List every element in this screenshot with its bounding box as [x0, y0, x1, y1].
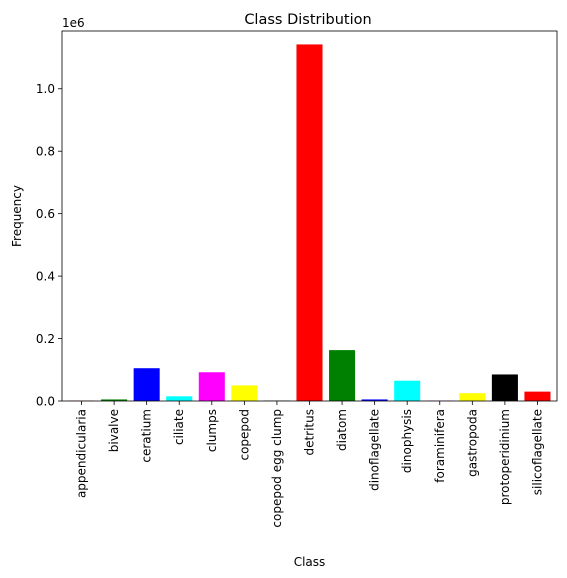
plot-frame [61, 30, 558, 402]
bar-protoperidinium [491, 374, 518, 401]
bar-silicoflagellate [524, 391, 551, 401]
x-tick-label: detritus [303, 409, 317, 456]
bar-ciliate [166, 396, 193, 401]
bar-gastropoda [459, 393, 486, 401]
y-tick-label: 0.4 [36, 269, 55, 283]
y-tick-label: 0.2 [36, 332, 55, 346]
bar-dinoflagellate [361, 399, 388, 401]
x-tick-label: foraminifera [433, 409, 447, 483]
bar-bivalve [101, 399, 128, 401]
x-axis-label: Class [294, 555, 326, 569]
y-tick-label: 0.6 [36, 207, 55, 221]
bar-clumps [198, 372, 225, 401]
x-tick-label: protoperidinium [498, 409, 512, 505]
x-tick-label: copepod [237, 409, 251, 461]
y-axis-label: Frequency [10, 185, 24, 247]
chart-title: Class Distribution [244, 12, 371, 28]
x-tick-label: clumps [205, 409, 219, 452]
x-tick-label: dinoflagellate [368, 409, 382, 491]
y-tick-label: 0.8 [36, 145, 55, 159]
bar-detritus [296, 44, 323, 402]
bar-ceratium [133, 368, 160, 401]
y-offset-label: 1e6 [62, 16, 85, 30]
x-tick-label: ciliate [172, 409, 186, 445]
y-tick-label: 1.0 [36, 82, 55, 96]
x-tick-label: bivalve [107, 409, 121, 452]
y-axis-ticks: 0.0 0.2 0.4 0.6 0.8 1.0 [36, 82, 62, 408]
x-axis-ticks: appendicularia bivalve ceratium ciliate clum… [75, 401, 544, 528]
x-tick-label: gastropoda [465, 409, 479, 477]
bar-dinophysis [394, 380, 421, 401]
x-tick-label: dinophysis [400, 409, 414, 473]
x-tick-label: silicoflagellate [530, 409, 544, 495]
x-tick-label: ceratium [140, 409, 154, 463]
bar-diatom [329, 350, 356, 401]
x-tick-label: appendicularia [75, 409, 89, 498]
y-tick-label: 0.0 [36, 394, 55, 408]
x-tick-label: diatom [335, 409, 349, 451]
bar-copepod [231, 385, 258, 401]
x-tick-label: copepod egg clump [270, 409, 284, 528]
bars [68, 44, 551, 402]
